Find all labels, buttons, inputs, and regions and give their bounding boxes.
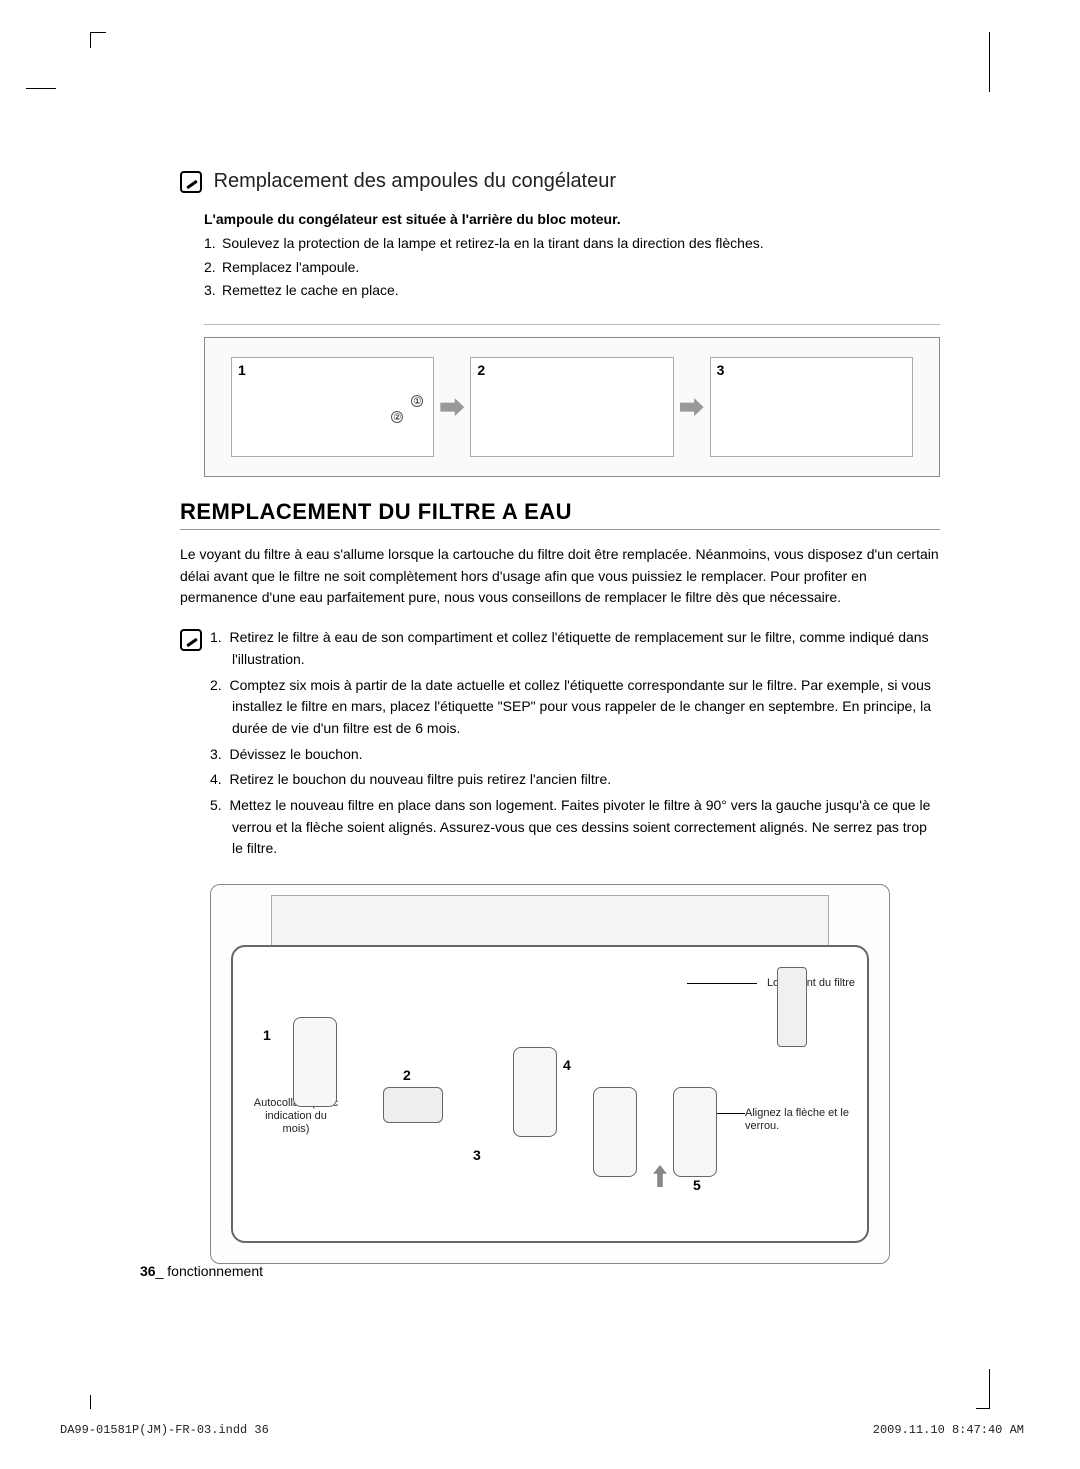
pencil-icon bbox=[180, 171, 202, 193]
crop-mark-top-right bbox=[989, 32, 990, 92]
section1-step: 1.Soulevez la protection de la lampe et … bbox=[204, 233, 940, 255]
filter-cylinder bbox=[593, 1087, 637, 1177]
sticker-sheet bbox=[383, 1087, 443, 1123]
crop-mark-bottom-right-v bbox=[989, 1369, 990, 1409]
arrow-up-icon bbox=[653, 1165, 667, 1187]
footer-section-name: fonctionnement bbox=[167, 1263, 263, 1279]
section1-step: 2.Remplacez l'ampoule. bbox=[204, 257, 940, 279]
crop-mark-bottom-right-h bbox=[976, 1408, 990, 1409]
label-align: Alignez la flèche et le verrou. bbox=[745, 1107, 855, 1133]
diagram-panel-1: 1 ① ② bbox=[231, 357, 434, 457]
diagram-separator bbox=[204, 324, 940, 325]
leader-line bbox=[687, 983, 757, 984]
water-filter-diagram: Logement du filtre Alignez la flèche et … bbox=[210, 884, 890, 1264]
diagram-step-num: 2 bbox=[403, 1067, 411, 1083]
page-number-sep: _ bbox=[156, 1263, 168, 1279]
diagram-step-num: 5 bbox=[693, 1177, 701, 1193]
crop-mark-top-left-h bbox=[26, 88, 56, 89]
freezer-bulb-diagram: 1 ① ② 2 3 bbox=[204, 337, 940, 477]
section1-steps: 1.Soulevez la protection de la lampe et … bbox=[204, 233, 940, 302]
section1-title-row: Remplacement des ampoules du congélateur bbox=[180, 170, 940, 193]
section2-intro: Le voyant du filtre à eau s'allume lorsq… bbox=[180, 544, 940, 609]
diagram-panel-3: 3 bbox=[710, 357, 913, 457]
diagram-circle-2: ② bbox=[391, 408, 403, 426]
page-footer: 36_ fonctionnement bbox=[140, 1263, 263, 1279]
filter-cylinder bbox=[673, 1087, 717, 1177]
section2-step: 2. Comptez six mois à partir de la date … bbox=[210, 675, 940, 740]
arrow-right-icon bbox=[680, 398, 704, 416]
crop-mark-bottom-left bbox=[90, 1395, 91, 1409]
arrow-right-icon bbox=[440, 398, 464, 416]
section2-steps-block: 1. Retirez le filtre à eau de son compar… bbox=[180, 627, 940, 860]
diagram-step-num: 3 bbox=[473, 1147, 481, 1163]
print-footer-right: 2009.11.10 8:47:40 AM bbox=[873, 1423, 1024, 1437]
section2-step: 4. Retirez le bouchon du nouveau filtre … bbox=[210, 769, 940, 791]
filter-cylinder bbox=[513, 1047, 557, 1137]
content-area: Remplacement des ampoules du congélateur… bbox=[180, 170, 940, 1264]
diagram-circle-1: ① bbox=[411, 392, 423, 410]
diagram-step-num: 4 bbox=[563, 1057, 571, 1073]
section2-step: 5. Mettez le nouveau filtre en place dan… bbox=[210, 795, 940, 860]
section2-step: 3. Dévissez le bouchon. bbox=[210, 744, 940, 766]
section2-step: 1. Retirez le filtre à eau de son compar… bbox=[210, 627, 940, 670]
page-root: Remplacement des ampoules du congélateur… bbox=[0, 0, 1080, 1469]
print-footer-left: DA99-01581P(JM)-FR-03.indd 36 bbox=[60, 1423, 269, 1437]
section1-title-text: Remplacement des ampoules du congélateur bbox=[214, 170, 616, 192]
crop-mark-top-left bbox=[90, 32, 106, 48]
diagram-step-num: 1 bbox=[263, 1027, 271, 1043]
section1-step: 3.Remettez le cache en place. bbox=[204, 280, 940, 302]
pencil-icon bbox=[180, 629, 202, 651]
section1-intro: L'ampoule du congélateur est située à l'… bbox=[204, 211, 940, 227]
diagram-panel-2: 2 bbox=[470, 357, 673, 457]
filter-diagram-overlay: Logement du filtre Alignez la flèche et … bbox=[231, 945, 869, 1243]
section2-heading-rule bbox=[180, 529, 940, 530]
section2-heading: REMPLACEMENT DU FILTRE A EAU bbox=[180, 499, 940, 525]
page-number: 36 bbox=[140, 1263, 156, 1279]
section2-steps: 1. Retirez le filtre à eau de son compar… bbox=[210, 627, 940, 860]
filter-cylinder bbox=[293, 1017, 337, 1107]
filter-housing-shape bbox=[777, 967, 807, 1047]
